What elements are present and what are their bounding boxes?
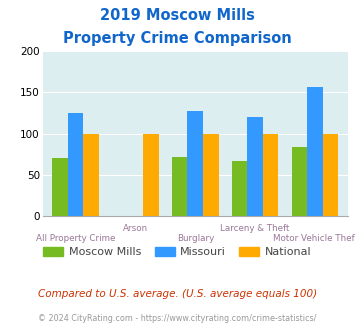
Legend: Moscow Mills, Missouri, National: Moscow Mills, Missouri, National <box>39 242 316 262</box>
Bar <box>247 117 263 216</box>
Text: Compared to U.S. average. (U.S. average equals 100): Compared to U.S. average. (U.S. average … <box>38 289 317 299</box>
Bar <box>143 134 159 216</box>
Bar <box>291 147 307 216</box>
Text: Motor Vehicle Theft: Motor Vehicle Theft <box>273 234 355 243</box>
Bar <box>52 158 68 216</box>
Bar <box>172 157 187 216</box>
Bar <box>187 112 203 216</box>
Bar <box>68 113 83 216</box>
Text: Burglary: Burglary <box>177 234 214 243</box>
Bar <box>323 134 338 216</box>
Text: Property Crime Comparison: Property Crime Comparison <box>63 31 292 46</box>
Text: All Property Crime: All Property Crime <box>36 234 115 243</box>
Text: Larceny & Theft: Larceny & Theft <box>220 224 290 233</box>
Text: © 2024 CityRating.com - https://www.cityrating.com/crime-statistics/: © 2024 CityRating.com - https://www.city… <box>38 314 317 323</box>
Bar <box>203 134 219 216</box>
Bar <box>307 87 323 216</box>
Bar <box>83 134 99 216</box>
Bar <box>232 161 247 216</box>
Text: 2019 Moscow Mills: 2019 Moscow Mills <box>100 8 255 23</box>
Bar <box>263 134 278 216</box>
Text: Arson: Arson <box>123 224 148 233</box>
